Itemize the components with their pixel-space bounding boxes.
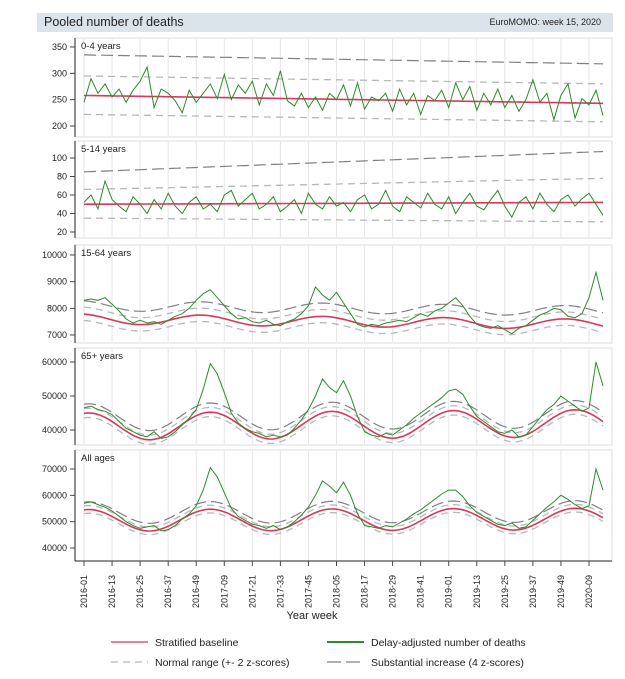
legend-label: Delay-adjusted number of deaths <box>371 637 526 649</box>
panel-2: 10000 9000 8000 7000 15-64 years <box>42 244 613 344</box>
x-tick-label: 2016-49 <box>191 575 201 608</box>
normal-range-lower <box>84 217 603 223</box>
observed-deaths-line <box>83 179 604 219</box>
chart-title: Pooled number of deaths <box>44 15 184 29</box>
y-tick-label: 50000 <box>42 391 67 401</box>
x-tick-label: 2019-25 <box>500 575 510 608</box>
panel-label: 15-64 years <box>81 248 131 259</box>
normal-range-lower <box>84 113 603 123</box>
y-tick-label: 40 <box>57 209 67 219</box>
x-axis-label: Year week <box>287 610 338 622</box>
y-tick-label: 10000 <box>42 250 67 260</box>
normal-range-upper <box>83 306 604 323</box>
legend-item-baseline: Stratified baseline <box>111 637 239 649</box>
x-tick-label: 2016-01 <box>79 575 89 608</box>
substantial-increase-line <box>83 150 604 173</box>
y-tick-label: 300 <box>52 68 67 78</box>
source-label: EuroMOMO: week 15, 2020 <box>489 17 601 27</box>
x-axis: 2016-01 2016-13 2016-25 2016-37 2016-49 2017-… <box>75 560 612 608</box>
panel-frame <box>74 244 613 344</box>
x-tick-label: 2019-01 <box>444 575 454 608</box>
substantial-increase-line <box>84 54 604 65</box>
legend: Stratified baseline Delay-adjusted number… <box>111 637 526 669</box>
substantial-increase-line <box>83 300 604 316</box>
panel-frame <box>74 37 613 138</box>
y-tick-label: 40000 <box>42 543 67 553</box>
baseline-line <box>83 313 604 330</box>
x-tick-label: 2020-09 <box>584 575 594 608</box>
substantial-increase-line <box>83 500 604 524</box>
x-tick-label: 2017-21 <box>247 575 257 608</box>
panel-frame <box>74 449 613 562</box>
x-tick-label: 2019-37 <box>528 575 538 608</box>
x-tick-label: 2016-25 <box>135 575 145 608</box>
normal-range-upper <box>84 75 604 85</box>
y-tick-label: 20 <box>57 227 67 237</box>
panel-4: 70000 60000 50000 40000 All ages <box>42 449 613 562</box>
panel-0: 350 300 250 200 0-4 years <box>52 37 613 138</box>
panel-1: 100 80 60 40 20 5-14 years <box>52 140 613 239</box>
y-tick-label: 9000 <box>47 277 67 287</box>
panel-frame <box>74 347 613 446</box>
y-tick-label: 80 <box>57 172 67 182</box>
y-tick-label: 60 <box>57 190 67 200</box>
observed-deaths-line <box>83 65 604 122</box>
legend-label: Normal range (+- 2 z-scores) <box>155 657 290 669</box>
substantial-increase-line <box>83 399 604 432</box>
panel-3: 60000 50000 40000 65+ years <box>42 347 613 446</box>
panel-label: 65+ years <box>81 351 123 362</box>
y-tick-label: 7000 <box>47 330 67 340</box>
panels: 350 300 250 200 0-4 years 100 80 60 40 20 5-14 yea… <box>42 37 613 562</box>
normal-range-upper <box>83 404 604 436</box>
normal-range-upper <box>84 177 604 191</box>
normal-range-lower <box>83 319 604 336</box>
baseline-line <box>83 507 604 532</box>
x-tick-label: 2016-37 <box>163 575 173 608</box>
y-tick-label: 250 <box>52 95 67 105</box>
legend-label: Substantial increase (4 z-scores) <box>371 657 524 669</box>
y-tick-label: 40000 <box>42 425 67 435</box>
x-tick-label: 2018-29 <box>388 575 398 608</box>
normal-range-lower <box>83 511 604 536</box>
normal-range-lower <box>83 413 604 445</box>
panel-label: All ages <box>81 453 115 464</box>
baseline-line <box>83 201 603 206</box>
x-tick-label: 2019-49 <box>556 575 566 608</box>
panel-frame <box>74 140 613 239</box>
baseline-line <box>83 408 604 441</box>
x-tick-label: 2019-13 <box>472 575 482 608</box>
observed-deaths-line <box>83 361 604 440</box>
legend-item-substantial: Substantial increase (4 z-scores) <box>327 657 524 669</box>
y-tick-label: 8000 <box>47 303 67 313</box>
x-tick-label: 2017-33 <box>275 575 285 608</box>
legend-item-observed: Delay-adjusted number of deaths <box>327 637 526 649</box>
panel-label: 5-14 years <box>81 144 126 155</box>
x-tick-label: 2018-41 <box>416 575 426 608</box>
y-tick-label: 60000 <box>42 357 67 367</box>
chart-header: Pooled number of deaths EuroMOMO: week 1… <box>37 13 613 32</box>
legend-label: Stratified baseline <box>155 637 239 649</box>
y-tick-label: 60000 <box>42 490 67 500</box>
y-tick-label: 200 <box>52 121 67 131</box>
x-tick-label: 2018-05 <box>332 575 342 608</box>
normal-range-upper <box>83 503 604 528</box>
panel-label: 0-4 years <box>81 41 121 52</box>
y-tick-label: 50000 <box>42 517 67 527</box>
y-tick-label: 70000 <box>42 464 67 474</box>
y-tick-label: 350 <box>52 42 67 52</box>
observed-deaths-line <box>83 466 604 532</box>
observed-deaths-line <box>83 270 604 335</box>
legend-item-normal_range: Normal range (+- 2 z-scores) <box>111 657 290 669</box>
x-tick-label: 2017-45 <box>303 575 313 608</box>
x-tick-label: 2016-13 <box>107 575 117 608</box>
x-tick-label: 2018-17 <box>360 575 370 608</box>
y-tick-label: 100 <box>52 153 67 163</box>
x-tick-label: 2017-09 <box>219 575 229 608</box>
baseline-line <box>84 94 604 105</box>
